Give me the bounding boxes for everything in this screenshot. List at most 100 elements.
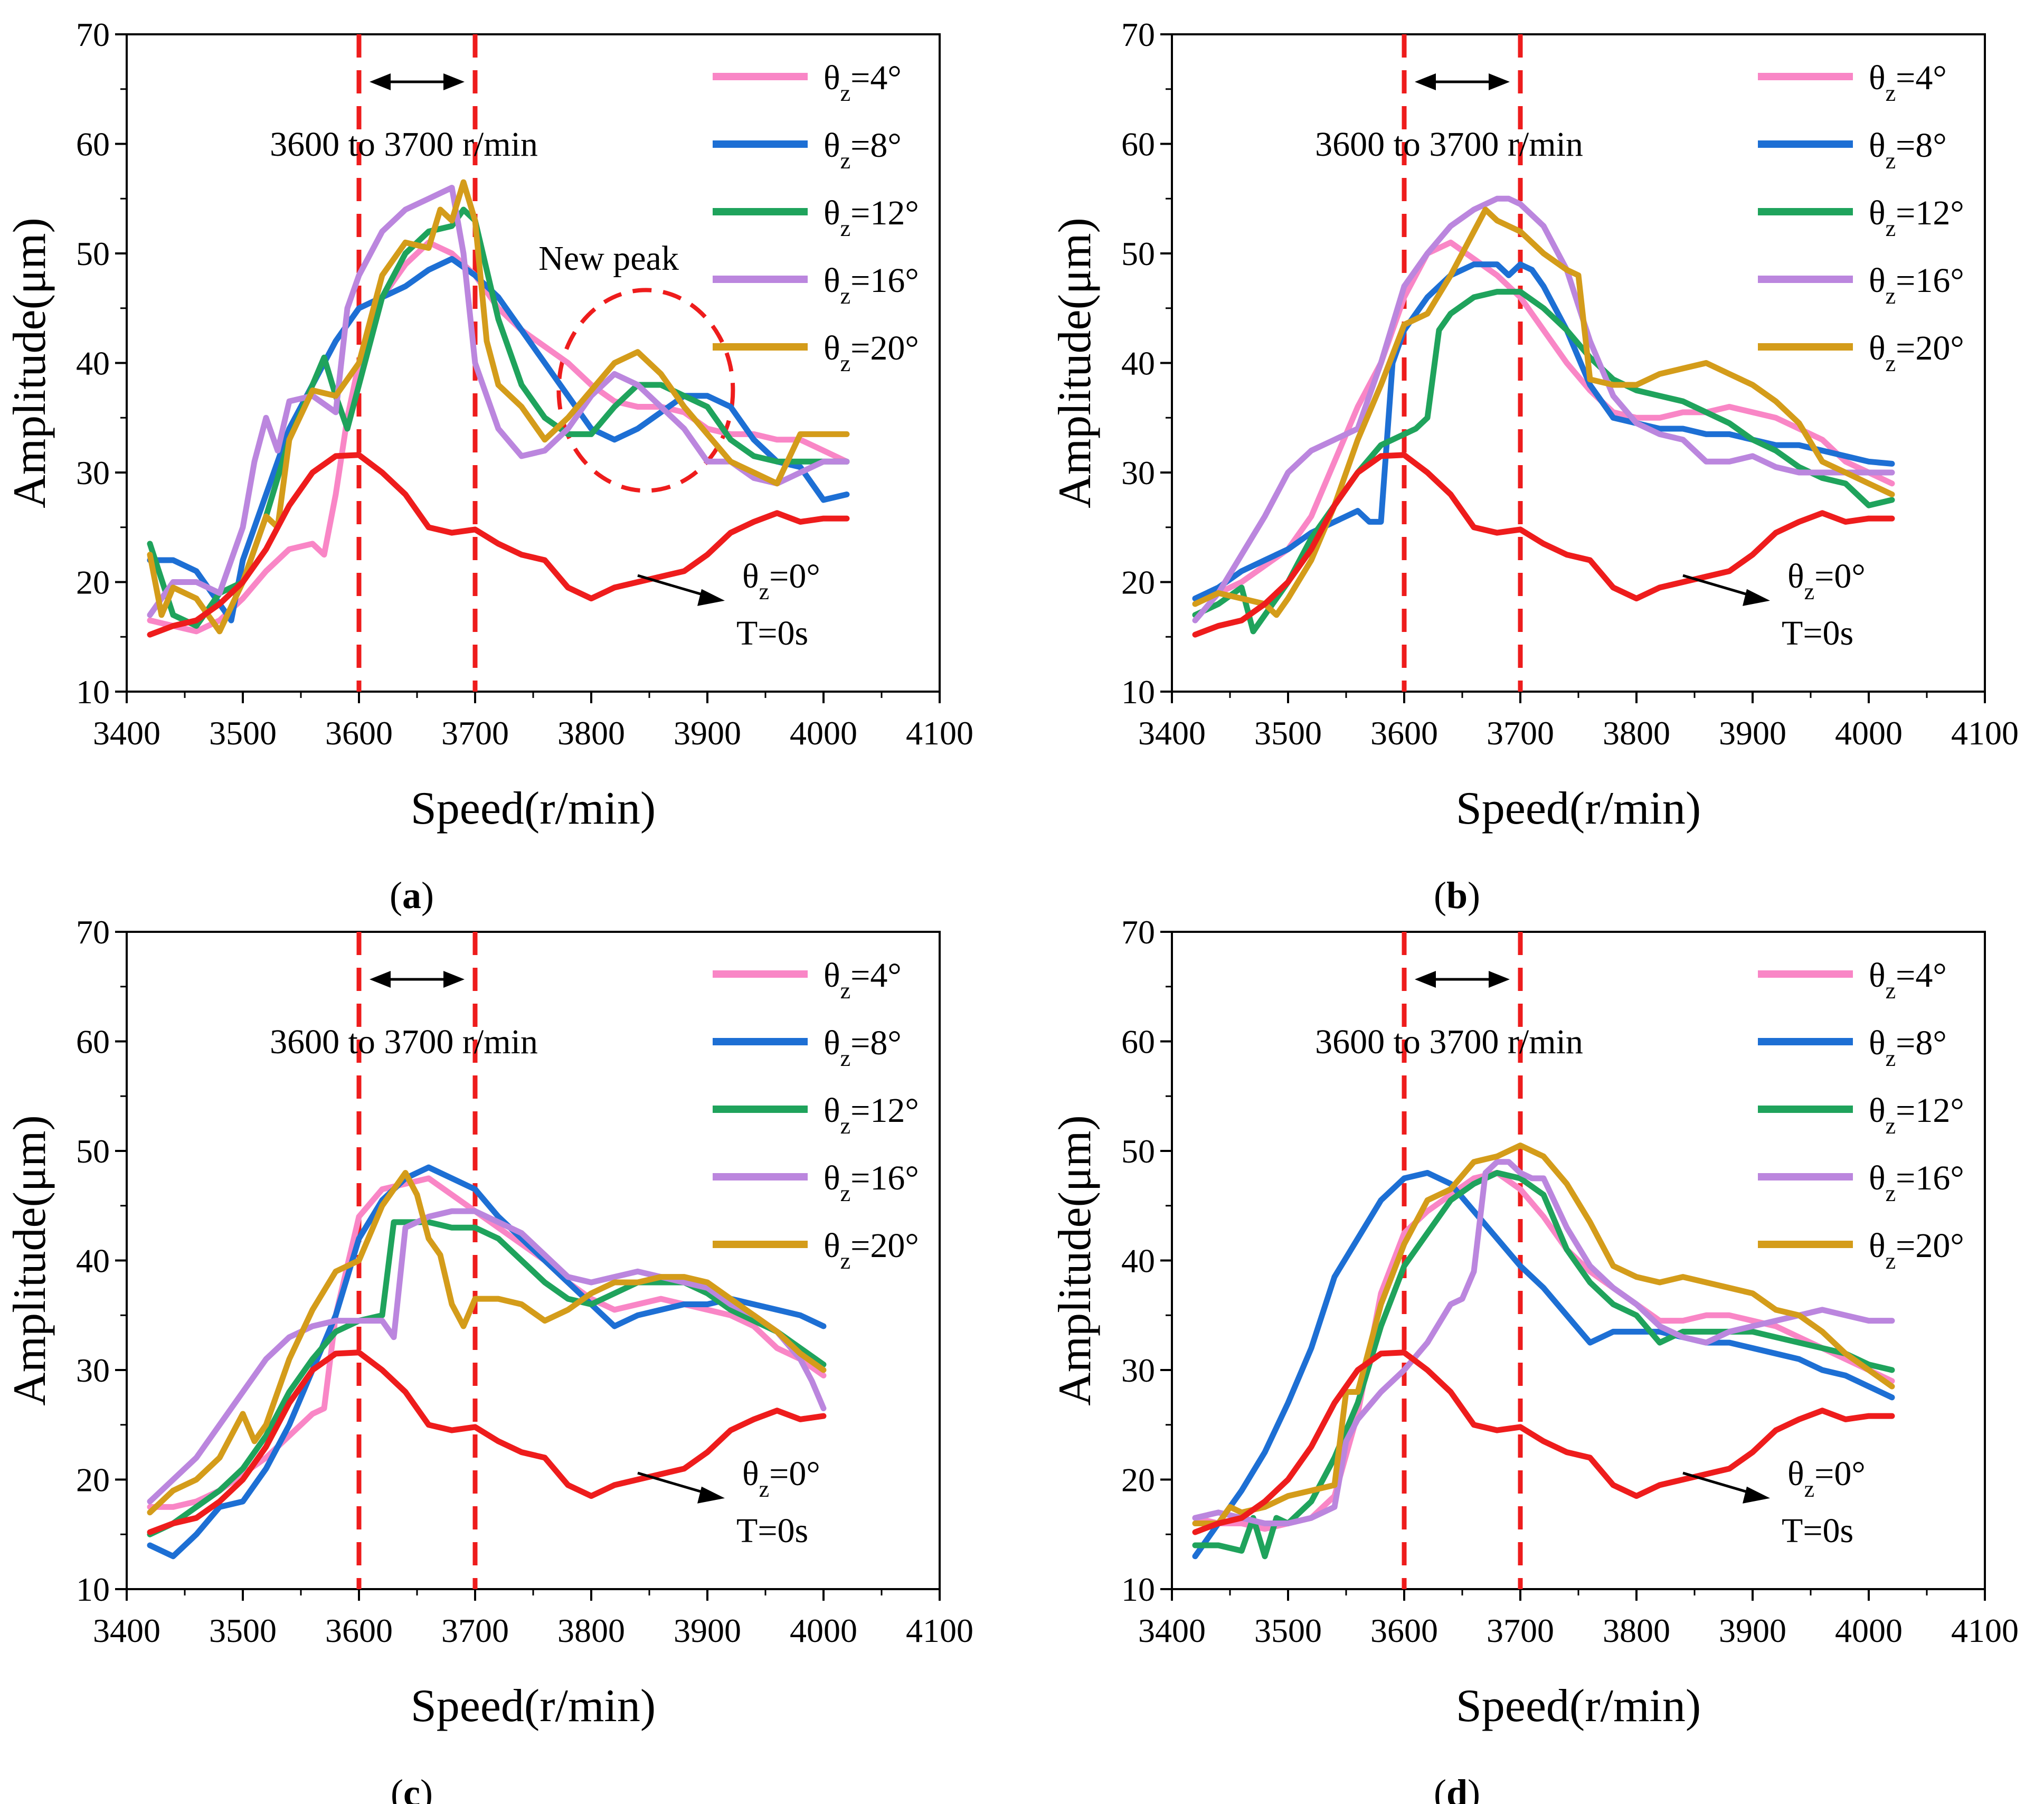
x-tick-label: 4100 <box>1951 714 2019 752</box>
x-axis-title: Speed(r/min) <box>1456 783 1701 834</box>
legend-entry-label: θz=16° <box>1869 261 1964 309</box>
series-line-pink <box>1192 239 1895 602</box>
legend-entry-label: θz=20° <box>1869 1226 1964 1274</box>
series-line-green <box>147 1219 827 1537</box>
series-line-green <box>1192 289 1895 635</box>
baseline-label: θz=0° <box>742 557 820 605</box>
y-tick-label: 60 <box>1121 1023 1155 1061</box>
baseline-arrow-shaft <box>1682 1471 1755 1496</box>
x-tick-label: 3500 <box>1254 714 1322 752</box>
y-tick-label: 30 <box>1121 454 1155 492</box>
legend-entry-label: θz=8° <box>824 126 902 174</box>
legend-entry-label: θz=12° <box>1869 194 1964 241</box>
x-tick-label: 3500 <box>209 1612 277 1649</box>
legend-entry-label: θz=4° <box>824 956 902 1004</box>
baseline-arrow-shaft <box>637 1471 709 1496</box>
x-tick-label: 4000 <box>1835 1612 1903 1649</box>
series-line-blue <box>1192 1170 1895 1560</box>
x-tick-label: 3400 <box>1138 714 1206 752</box>
y-tick-label: 20 <box>76 1461 110 1499</box>
series-lines <box>1192 195 1895 638</box>
y-tick-label: 70 <box>1121 16 1155 53</box>
y-tick-label: 30 <box>76 1352 110 1389</box>
series-line-purple <box>1192 1159 1895 1526</box>
x-tick-label: 3400 <box>93 714 160 752</box>
y-tick-label: 50 <box>76 235 110 272</box>
legend-entry-label: θz=20° <box>824 1226 919 1274</box>
panel-label: (a) <box>390 874 434 917</box>
panel-label: (c) <box>391 1772 433 1804</box>
y-tick-label: 50 <box>1121 235 1155 272</box>
y-tick-label: 10 <box>76 1571 110 1608</box>
x-tick-label: 3500 <box>1254 1612 1322 1649</box>
y-tick-label: 30 <box>1121 1352 1155 1389</box>
x-tick-label: 3800 <box>1603 1612 1670 1649</box>
legend-entry-label: θz=12° <box>1869 1091 1964 1139</box>
y-tick-label: 40 <box>76 1242 110 1280</box>
new-peak-ellipse <box>556 288 735 493</box>
y-tick-label: 40 <box>1121 345 1155 382</box>
series-line-purple <box>1192 195 1895 624</box>
x-tick-label: 3600 <box>325 714 393 752</box>
y-tick-label: 70 <box>76 913 110 951</box>
series-line-purple <box>147 1208 827 1505</box>
x-tick-label: 3900 <box>674 1612 741 1649</box>
baseline-arrow-head <box>697 589 725 606</box>
panel-label-letter: a <box>402 874 421 917</box>
chart-panel-a: 3400 3500 3600 3700 3800 3900 4000 4100 10 20 30 40… <box>4 16 973 917</box>
range-arrow-left-head <box>1415 73 1436 90</box>
range-annotation: 3600 to 3700 r/min <box>270 1023 538 1061</box>
x-tick-label: 3600 <box>1370 1612 1438 1649</box>
y-tick-label: 10 <box>76 673 110 711</box>
x-tick-label: 4100 <box>1951 1612 2019 1649</box>
x-tick-label: 3700 <box>1487 1612 1554 1649</box>
range-annotation: 3600 to 3700 r/min <box>270 125 538 164</box>
x-tick-label: 3900 <box>674 714 741 752</box>
range-arrow-left-head <box>370 971 391 988</box>
y-tick-label: 60 <box>1121 126 1155 163</box>
legend-entry-label: θz=4° <box>824 59 902 106</box>
chart-panel-c: 3400 3500 3600 3700 3800 3900 4000 4100 10 20 30 40… <box>4 913 973 1804</box>
panel-label-letter: b <box>1446 874 1468 917</box>
y-tick-label: 50 <box>76 1132 110 1170</box>
chart-panel-d: 3400 3500 3600 3700 3800 3900 4000 4100 10 20 30 40… <box>1049 913 2019 1804</box>
range-annotation: 3600 to 3700 r/min <box>1315 1023 1583 1061</box>
range-arrow-right-head <box>443 971 465 988</box>
panel-label: (b) <box>1434 874 1480 917</box>
x-tick-label: 3500 <box>209 714 277 752</box>
series-line-gold <box>1192 1142 1895 1526</box>
y-tick-label: 40 <box>1121 1242 1155 1280</box>
range-arrow-left-head <box>370 73 391 90</box>
series-line-red <box>147 1349 827 1535</box>
baseline-label: θz=0° <box>1787 557 1866 605</box>
legend-entry-label: θz=12° <box>824 194 919 241</box>
y-axis-title: Amplitude(μm) <box>4 1115 55 1406</box>
y-axis-title: Amplitude(μm) <box>4 218 55 508</box>
y-tick-label: 20 <box>76 564 110 601</box>
x-tick-label: 4100 <box>906 1612 973 1649</box>
x-tick-label: 4000 <box>790 714 857 752</box>
range-arrow-right-head <box>1489 73 1510 90</box>
baseline-label: θz=0° <box>742 1454 820 1502</box>
range-arrow-right-head <box>1489 971 1510 988</box>
series-line-green <box>1192 1170 1895 1560</box>
series-line-gold <box>147 1170 827 1516</box>
series-line-gold <box>1192 206 1895 618</box>
legend-entry-label: θz=4° <box>1869 956 1947 1004</box>
x-tick-label: 3600 <box>325 1612 393 1649</box>
x-axis-title: Speed(r/min) <box>411 783 656 834</box>
x-tick-label: 3900 <box>1719 714 1786 752</box>
legend-entry-label: θz=8° <box>1869 126 1947 174</box>
x-tick-label: 3700 <box>441 1612 509 1649</box>
y-tick-label: 10 <box>1121 673 1155 711</box>
baseline-arrow-head <box>697 1486 725 1504</box>
series-line-red <box>1192 1349 1895 1535</box>
range-annotation: 3600 to 3700 r/min <box>1315 125 1583 164</box>
legend-entry-label: θz=16° <box>1869 1159 1964 1206</box>
y-tick-label: 60 <box>76 1023 110 1061</box>
series-line-red <box>1192 452 1895 638</box>
panel-label-letter: c <box>403 1772 420 1804</box>
y-tick-label: 60 <box>76 126 110 163</box>
